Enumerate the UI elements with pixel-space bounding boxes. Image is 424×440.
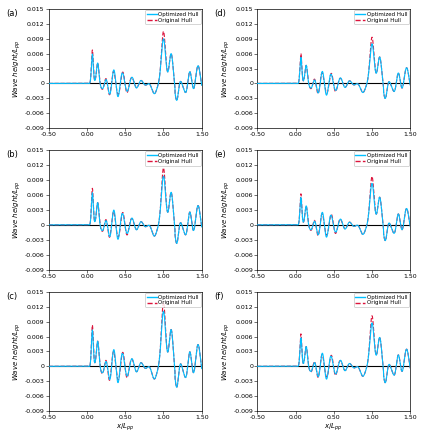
X-axis label: $x/L_{pp}$: $x/L_{pp}$ <box>324 422 343 433</box>
Y-axis label: Wave height/$L_{pp}$: Wave height/$L_{pp}$ <box>219 181 232 239</box>
Y-axis label: Wave height/$L_{pp}$: Wave height/$L_{pp}$ <box>219 39 232 98</box>
Text: (e): (e) <box>215 150 226 159</box>
Y-axis label: Wave height/$L_{pp}$: Wave height/$L_{pp}$ <box>219 322 232 381</box>
Legend: Optimized Hull, Original Hull: Optimized Hull, Original Hull <box>354 293 409 307</box>
Text: (a): (a) <box>6 9 17 18</box>
Legend: Optimized Hull, Original Hull: Optimized Hull, Original Hull <box>354 151 409 166</box>
Legend: Optimized Hull, Original Hull: Optimized Hull, Original Hull <box>354 10 409 24</box>
Y-axis label: Wave height/$L_{pp}$: Wave height/$L_{pp}$ <box>11 39 23 98</box>
Y-axis label: Wave height/$L_{pp}$: Wave height/$L_{pp}$ <box>11 181 23 239</box>
Y-axis label: Wave height/$L_{pp}$: Wave height/$L_{pp}$ <box>11 322 23 381</box>
Legend: Optimized Hull, Original Hull: Optimized Hull, Original Hull <box>145 151 201 166</box>
Legend: Optimized Hull, Original Hull: Optimized Hull, Original Hull <box>145 10 201 24</box>
Text: (b): (b) <box>6 150 18 159</box>
X-axis label: $x/L_{pp}$: $x/L_{pp}$ <box>116 422 134 433</box>
Text: (d): (d) <box>215 9 226 18</box>
Text: (c): (c) <box>6 292 17 301</box>
Legend: Optimized Hull, Original Hull: Optimized Hull, Original Hull <box>145 293 201 307</box>
Text: (f): (f) <box>215 292 224 301</box>
